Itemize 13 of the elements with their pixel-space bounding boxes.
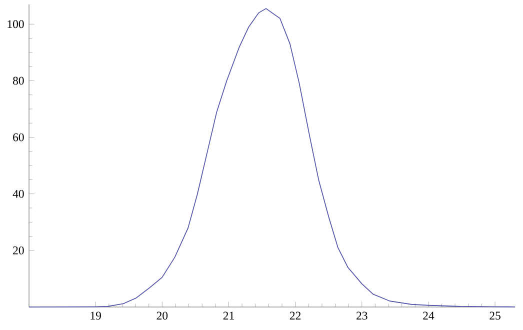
y-tick-label: 100: [8, 20, 24, 28]
x-tick-label: 25: [490, 312, 500, 320]
x-tick-label: 22: [290, 312, 301, 320]
y-tick-label: 40: [12, 190, 24, 198]
y-tick-label: 60: [13, 133, 24, 142]
x-tick-label: 20: [156, 312, 168, 320]
y-tick-label: 20: [13, 246, 24, 254]
x-tick-label: 21: [223, 312, 234, 320]
x-tick-label: 24: [423, 312, 434, 320]
x-tick-label: 23: [356, 312, 368, 320]
line-series: [28, 8, 516, 308]
y-tick-label: 80: [13, 76, 24, 85]
x-tick-label: 19: [90, 312, 101, 320]
